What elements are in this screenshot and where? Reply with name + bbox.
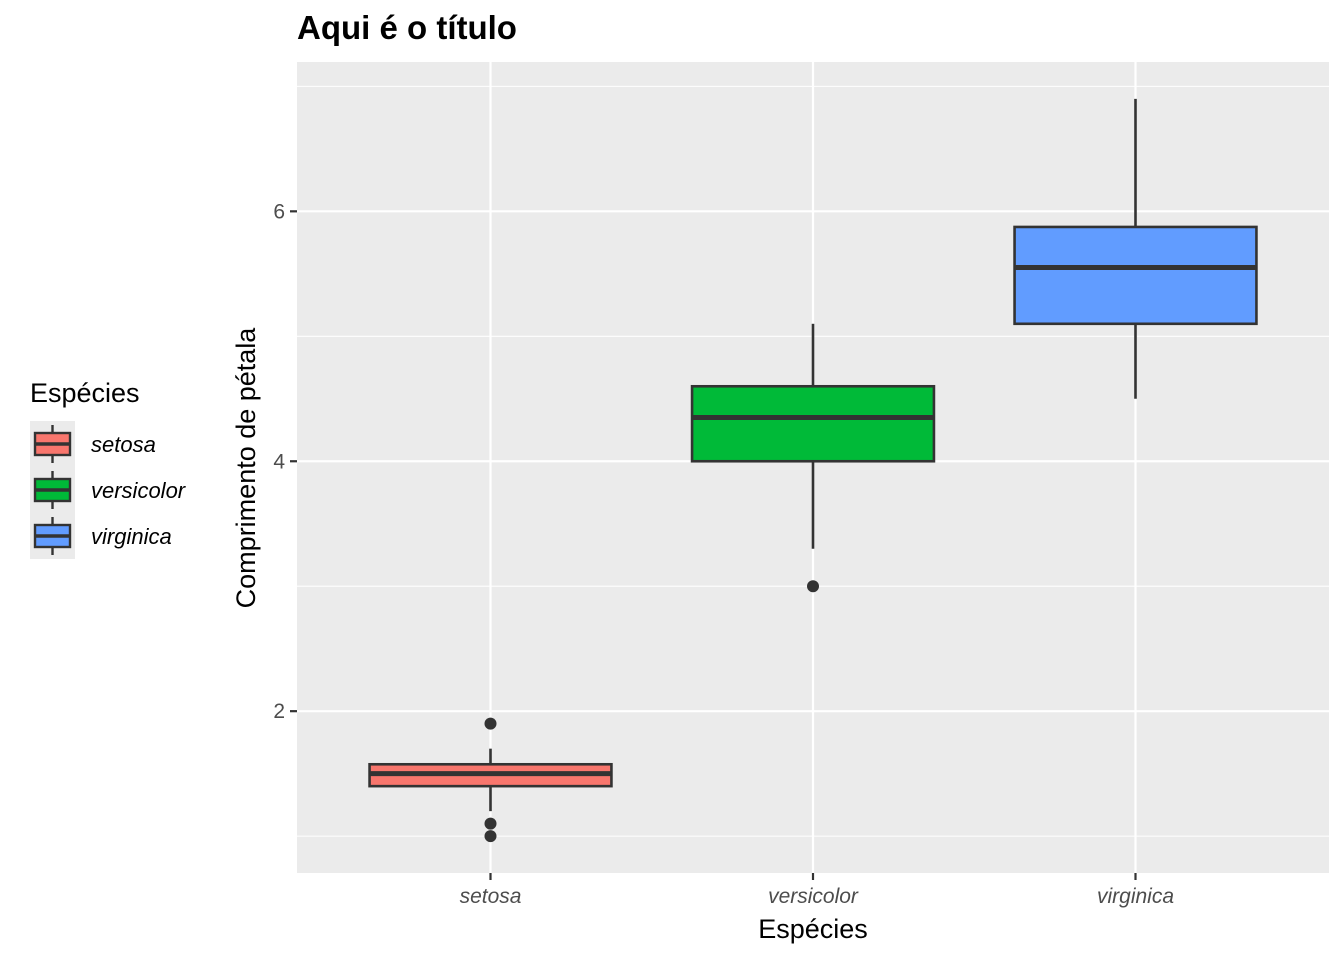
legend-item-setosa: setosa bbox=[33, 425, 156, 463]
legend-title: Espécies bbox=[30, 378, 140, 408]
legend-keys: setosa versicolor virginica bbox=[33, 425, 187, 555]
box-layer bbox=[368, 98, 1258, 843]
y-tick-label: 4 bbox=[273, 450, 285, 473]
legend-item-versicolor: versicolor bbox=[33, 471, 187, 509]
outlier-point-setosa bbox=[484, 717, 497, 730]
outlier-point-setosa bbox=[484, 817, 497, 830]
y-tick-label: 2 bbox=[273, 700, 285, 723]
box-virginica bbox=[1013, 98, 1258, 399]
iqr-box-virginica bbox=[1013, 225, 1258, 326]
legend-item-virginica: virginica bbox=[33, 517, 172, 555]
chart-title: Aqui é o título bbox=[297, 9, 517, 46]
x-tick-label: virginica bbox=[1097, 885, 1174, 908]
iqr-box-versicolor bbox=[690, 384, 936, 463]
box-versicolor bbox=[690, 323, 936, 593]
x-axis-title: Espécies bbox=[758, 914, 868, 944]
axis-layer: 2 4 6 setosa versicolor virginica bbox=[273, 200, 1174, 908]
outlier-point-setosa bbox=[484, 830, 497, 843]
y-axis-title: Comprimento de pétala bbox=[231, 327, 261, 609]
y-tick-label: 6 bbox=[273, 200, 285, 223]
outlier-point-versicolor bbox=[807, 580, 819, 593]
legend-label: virginica bbox=[91, 524, 172, 549]
legend-label: setosa bbox=[91, 432, 156, 457]
legend: Espécies setosa versicolor virginica bbox=[30, 378, 187, 559]
box-setosa bbox=[368, 717, 613, 843]
x-tick-label: versicolor bbox=[768, 885, 859, 908]
x-tick-label: setosa bbox=[460, 885, 522, 908]
legend-label: versicolor bbox=[91, 478, 187, 503]
